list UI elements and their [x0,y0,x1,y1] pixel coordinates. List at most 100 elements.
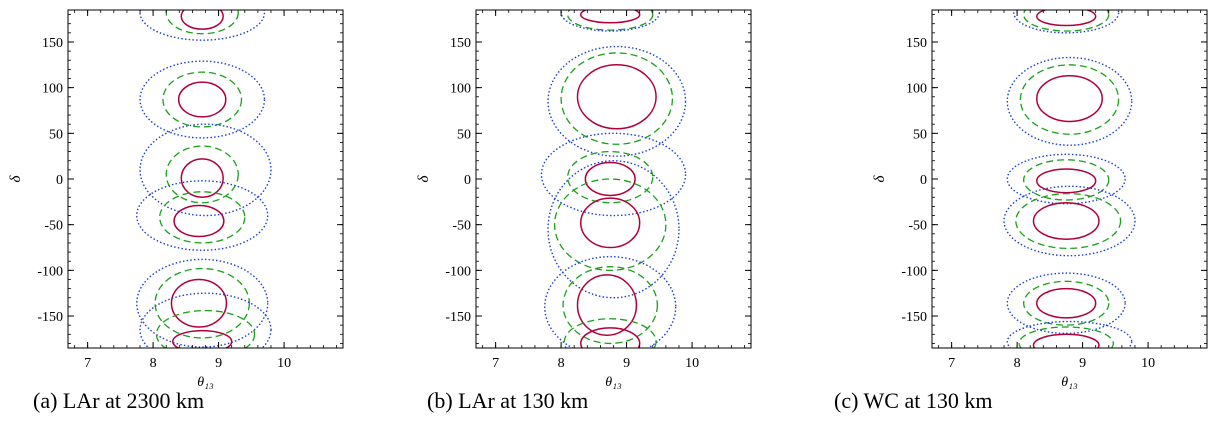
y-tick-label: 100 [42,82,63,97]
contour-solid [1032,333,1100,348]
contour-solid [584,161,636,197]
contour-solid [177,81,227,118]
y-tick-label: 100 [450,82,471,97]
x-tick-label: 8 [1014,356,1021,371]
contour-dotted [139,60,266,139]
contour-solid [173,204,225,238]
contour-dotted [544,255,677,348]
contour-solid [1036,10,1097,27]
x-tick-label: 10 [1141,356,1155,371]
contour-dotted [540,132,687,217]
contour-dashed [1018,326,1115,348]
y-tick-label: -50 [44,219,63,234]
contour-dashed [567,10,654,31]
y-axis-label: δ [416,174,432,182]
y-tick-label: 50 [49,127,63,142]
contour-dotted [1006,153,1126,205]
contour-dotted [139,123,272,217]
contour-dashed [563,318,657,348]
y-tick-label: -50 [452,219,471,234]
y-tick-label: 0 [464,173,471,188]
y-tick-label: -150 [37,310,63,325]
y-tick-label: 0 [920,173,927,188]
contour-dashed [154,267,251,339]
contour-solid [180,158,224,199]
contour-dotted [139,292,272,348]
caption-c: (c) WC at 130 km [834,388,993,413]
contours [136,10,272,348]
contour-solid [1036,75,1103,123]
x-tick-label: 10 [277,356,291,371]
contour-dotted [136,180,269,251]
y-tick-label: -100 [901,264,927,279]
contour-dotted [547,160,680,299]
y-tick-label: 100 [906,82,927,97]
contour-dashed [1019,64,1120,135]
y-axis-label: δ [8,174,24,182]
contour-dashed [1023,280,1110,326]
plot-frame [931,9,1208,349]
y-tick-label: 50 [457,127,471,142]
y-axis-label: δ [872,174,888,182]
x-axis-label: θ₁₃ [605,375,622,390]
contours [1003,10,1136,348]
chart-panel-c: 7 8 9 10 -150 -100 -50 0 50 100 150 θ₁₃ δ [872,9,1208,390]
contour-solid [576,274,638,336]
y-tick-label: 50 [913,127,927,142]
y-tick-label: -50 [908,219,927,234]
x-tick-label: 8 [150,356,157,371]
x-tick-label: 7 [84,356,91,371]
y-tick-label: 150 [906,36,927,51]
contour-dashed [1015,192,1122,250]
contour-dashed [159,191,246,244]
caption-b: (b) LAr at 130 km [427,388,589,413]
contour-solid [580,197,641,249]
y-tick-label: -150 [445,310,471,325]
y-tick-label: 150 [42,36,63,51]
contour-dashed [1023,159,1110,201]
contour-solid [576,64,657,130]
contour-dashed [1023,10,1110,32]
contour-solid [1036,168,1097,194]
contour-dotted [136,258,269,348]
chart-panel-b: 7 8 9 10 -150 -100 -50 0 50 100 150 θ₁₃ δ [416,9,752,390]
caption-a: (a) LAr at 2300 km [33,388,205,413]
contour-dotted [1013,10,1120,34]
contour-dashed [155,309,256,348]
chart-panel-a: 7 8 9 10 -150 -100 -50 0 50 100 150 θ₁₃ δ [8,9,344,390]
contours [540,10,687,348]
contour-dashed [162,71,243,128]
contour-dotted [547,45,687,157]
x-tick-label: 10 [685,356,699,371]
contour-solid [180,10,224,30]
x-tick-label: 9 [215,356,222,371]
y-tick-label: 150 [450,36,471,51]
contour-dotted [1006,320,1133,348]
contour-dashed [560,52,674,145]
y-tick-label: 0 [56,173,63,188]
contour-dashed [553,178,667,272]
y-tick-label: -150 [901,310,927,325]
x-axis-label: θ₁₃ [197,375,214,390]
x-tick-label: 7 [492,356,499,371]
x-axis-label: θ₁₃ [1061,375,1078,390]
x-tick-label: 9 [1079,356,1086,371]
x-tick-label: 8 [558,356,565,371]
contour-dashed [165,145,239,204]
y-tick-label: -100 [445,264,471,279]
contour-dotted [1003,185,1136,257]
contour-dotted [1006,56,1133,146]
contour-solid [580,10,641,24]
contour-solid [170,278,228,328]
contour-dotted [560,10,661,32]
contour-solid [1036,287,1097,319]
x-tick-label: 9 [623,356,630,371]
contour-dotted [1006,272,1126,335]
plot-frame [67,9,344,349]
x-tick-label: 7 [948,356,955,371]
contour-dashed [567,150,654,204]
y-tick-label: -100 [37,264,63,279]
contour-solid [1032,202,1100,241]
